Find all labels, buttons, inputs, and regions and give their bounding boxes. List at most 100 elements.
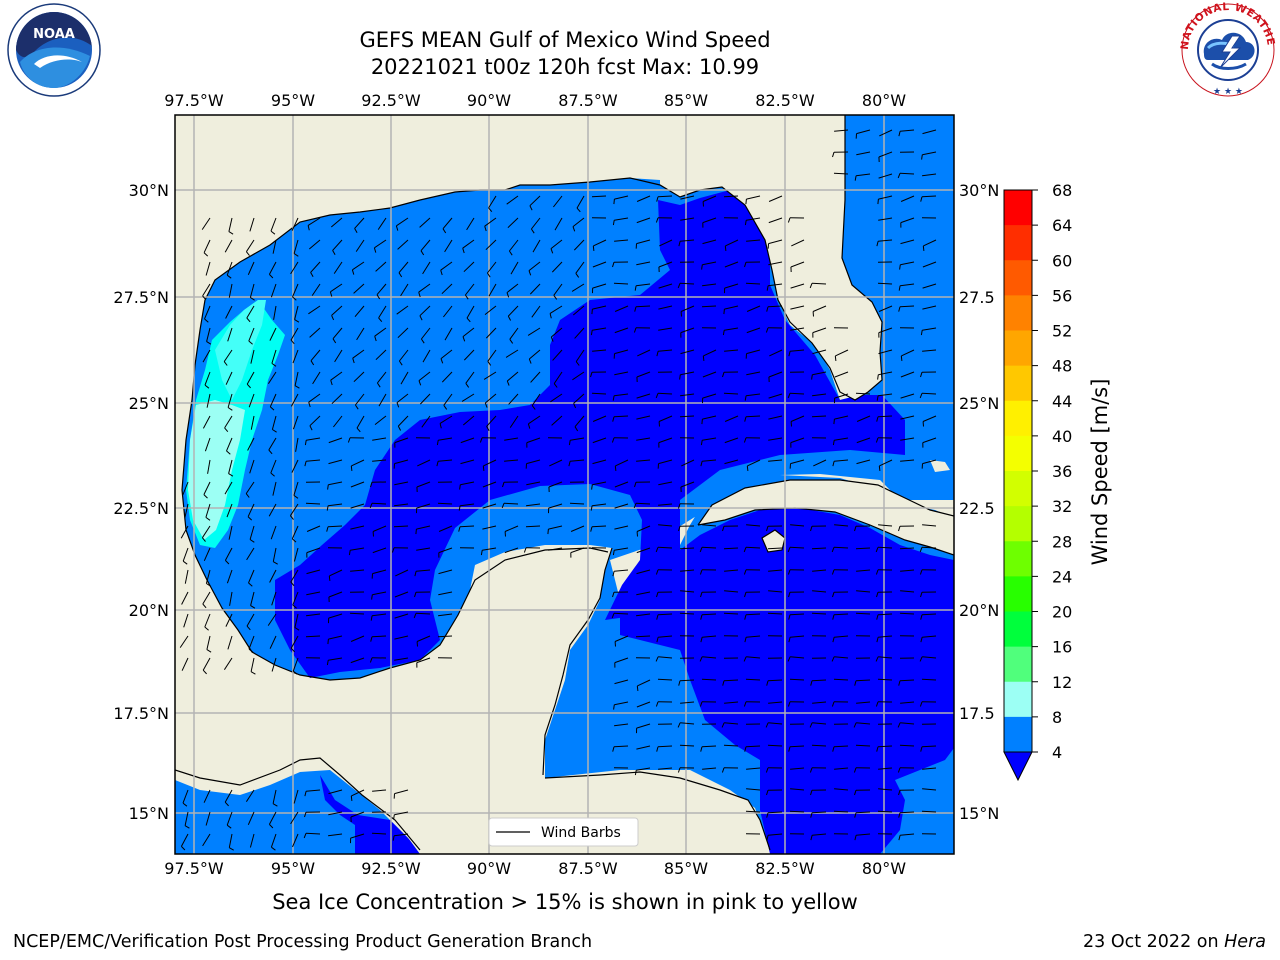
wind-barb <box>460 459 475 465</box>
wind-barb-flag <box>271 846 276 851</box>
wind-barb <box>247 811 255 826</box>
wind-barb <box>291 217 299 231</box>
wind-barb <box>356 415 365 429</box>
wind-barb <box>636 459 651 462</box>
wind-barb <box>290 261 299 275</box>
wind-barb <box>636 283 651 287</box>
wind-barb <box>636 393 651 399</box>
wind-barb <box>636 613 651 617</box>
wind-barb <box>834 393 849 399</box>
wind-barb <box>768 437 783 441</box>
wind-barb <box>293 789 299 804</box>
wind-barb <box>438 525 453 532</box>
wind-barb <box>658 327 673 331</box>
wind-barb <box>790 349 805 352</box>
wind-barb <box>614 349 629 355</box>
wind-barb <box>245 239 255 252</box>
wind-barb-flag <box>612 416 615 422</box>
wind-barb <box>226 811 233 826</box>
wind-barb <box>372 547 387 554</box>
wind-barb <box>745 282 761 285</box>
wind-barb <box>550 327 563 338</box>
wind-barb-flag <box>327 484 329 490</box>
wind-barb <box>328 437 343 444</box>
wind-barb <box>812 327 827 334</box>
wind-barb-flag <box>529 205 533 211</box>
wind-barb-flag <box>875 569 879 575</box>
wind-barb-flag <box>700 637 703 643</box>
wind-barb-flag <box>350 465 353 471</box>
lat-label: 30°N <box>959 181 999 200</box>
wind-barb <box>680 217 695 221</box>
wind-barb-flag <box>575 361 580 366</box>
wind-barb <box>372 525 387 532</box>
wind-barb <box>292 349 299 364</box>
wind-barb <box>290 811 299 825</box>
colorbar-band <box>1004 471 1032 507</box>
wind-barb-flag <box>612 550 615 556</box>
wind-barb <box>203 239 211 253</box>
lat-label: 27.5°N <box>113 288 169 307</box>
wind-barb <box>635 502 651 505</box>
wind-barb-flag <box>655 569 659 575</box>
wind-barb <box>328 833 343 837</box>
wind-barb <box>790 635 805 638</box>
wind-barb <box>329 569 343 577</box>
wind-barb <box>548 525 563 530</box>
wind-barb <box>528 261 541 271</box>
wind-barb <box>921 745 937 748</box>
wind-barb <box>702 656 717 659</box>
wind-barb <box>292 591 299 606</box>
wind-barb-flag <box>226 274 232 279</box>
wind-barb <box>328 811 343 816</box>
wind-barb-flag <box>699 656 703 662</box>
wind-barb-flag <box>369 657 373 663</box>
wind-barb <box>548 481 563 488</box>
wind-barb <box>249 459 255 474</box>
lat-label: 20°N <box>959 601 999 620</box>
wind-barb <box>922 173 937 177</box>
wind-barb-flag <box>744 262 747 268</box>
wind-barb <box>637 349 651 357</box>
wind-barb <box>723 744 739 747</box>
wind-barb <box>899 305 915 308</box>
wind-barb <box>900 283 915 287</box>
wind-barb-flag <box>484 226 487 232</box>
wind-barb-flag <box>875 437 879 443</box>
wind-barb-flag <box>202 295 207 301</box>
wind-barb-flag <box>226 450 231 455</box>
wind-barb <box>724 569 739 572</box>
wind-barb <box>725 239 739 247</box>
wind-barb <box>591 195 607 198</box>
wind-barb <box>812 569 827 572</box>
wind-barb <box>350 635 365 642</box>
wind-barb <box>372 569 387 575</box>
graticule <box>175 115 954 854</box>
wind-barb <box>271 591 277 606</box>
wind-barb-flag <box>270 472 275 477</box>
wind-barb <box>416 503 431 509</box>
wind-barb <box>767 679 783 682</box>
wind-barb <box>292 657 299 672</box>
wind-barb-flag <box>484 402 488 408</box>
wind-barb <box>613 282 629 285</box>
wind-barb <box>768 371 783 378</box>
wind-barb <box>305 635 321 638</box>
wind-barb <box>922 129 937 135</box>
wind-barb <box>614 525 629 530</box>
lat-label: 30°N <box>129 181 169 200</box>
wind-barb <box>305 502 321 505</box>
wind-barb <box>484 305 497 315</box>
gulf-wind-16-20 <box>188 400 245 540</box>
wind-barb <box>572 217 585 227</box>
wind-barb <box>922 261 937 268</box>
wind-barb-flag <box>549 313 552 319</box>
wind-barb-flag <box>766 306 769 312</box>
wind-barb <box>395 569 409 577</box>
wind-barb <box>355 393 365 406</box>
wind-barb-flag <box>326 526 329 532</box>
wind-barb-flag <box>225 560 230 565</box>
wind-barb-flag <box>550 336 554 342</box>
wind-barb-flag <box>309 425 313 431</box>
wind-barb <box>180 833 189 847</box>
